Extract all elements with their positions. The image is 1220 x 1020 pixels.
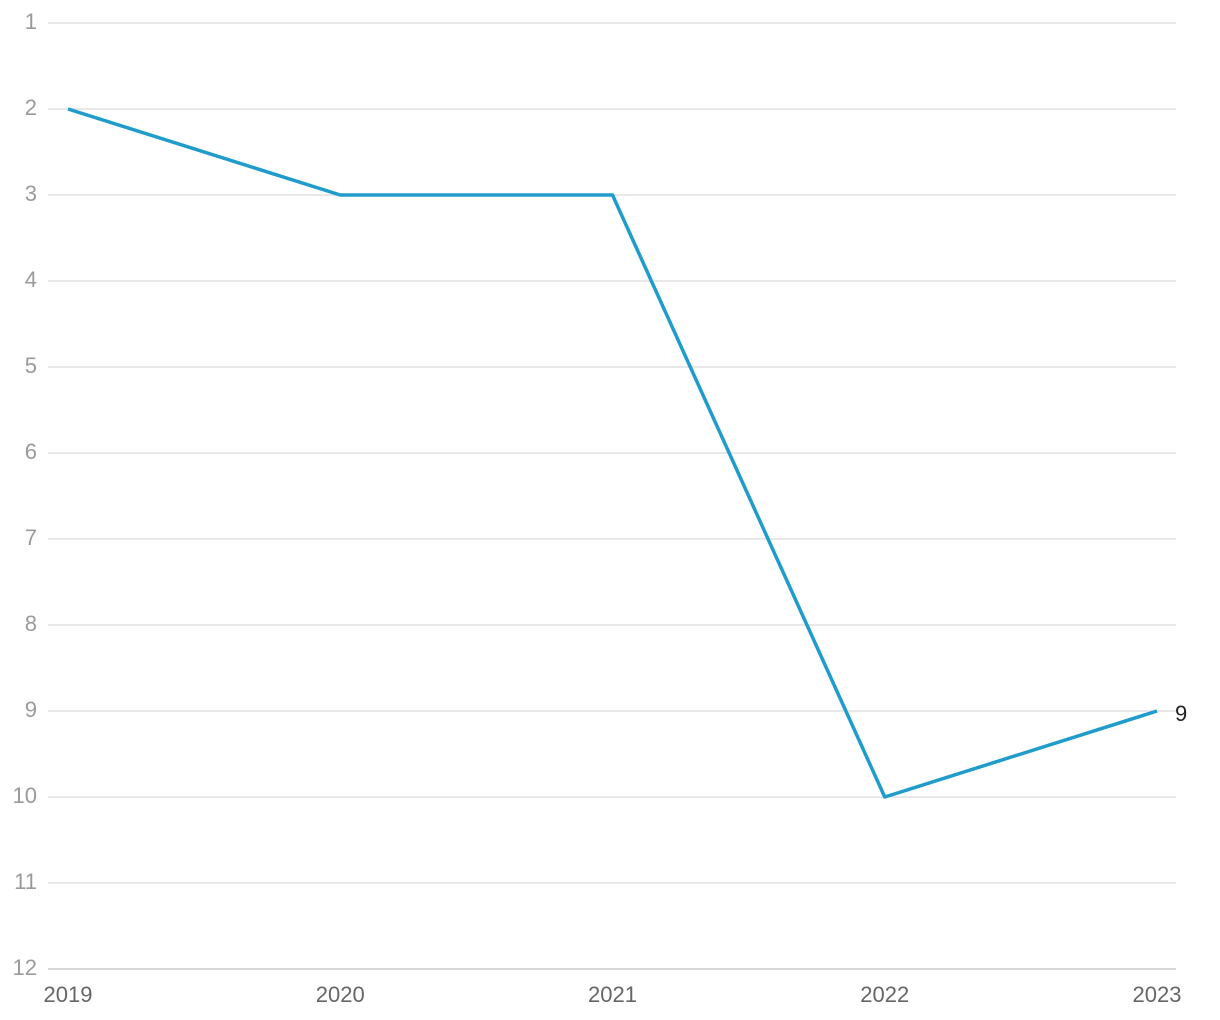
y-tick-label: 3 xyxy=(25,181,37,206)
y-tick-label: 1 xyxy=(25,9,37,34)
y-tick-label: 9 xyxy=(25,697,37,722)
y-tick-label: 6 xyxy=(25,439,37,464)
y-tick-label: 12 xyxy=(13,955,37,980)
line xyxy=(67,107,1158,799)
y-tick-label: 10 xyxy=(13,783,37,808)
x-tick-label: 2019 xyxy=(44,982,93,1007)
y-tick-label: 2 xyxy=(25,95,37,120)
y-tick-label: 4 xyxy=(25,267,37,292)
data-label: 9 xyxy=(1175,701,1187,726)
y-tick-label: 5 xyxy=(25,353,37,378)
y-tick-label: 8 xyxy=(25,611,37,636)
x-tick-label: 2020 xyxy=(316,982,365,1007)
x-tick-label: 2021 xyxy=(588,982,637,1007)
y-tick-label: 11 xyxy=(14,869,37,894)
x-tick-label: 2022 xyxy=(860,982,909,1007)
x-tick-label: 2023 xyxy=(1133,982,1182,1007)
y-tick-label: 7 xyxy=(25,525,37,550)
